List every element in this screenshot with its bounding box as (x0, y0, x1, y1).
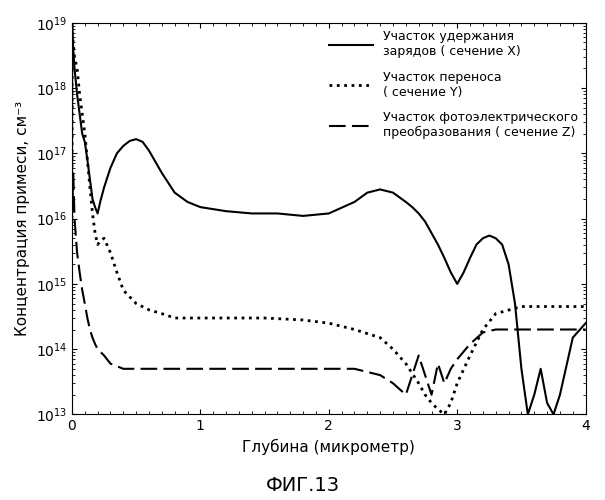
X-axis label: Глубина (микрометр): Глубина (микрометр) (243, 439, 415, 455)
Y-axis label: Концентрация примеси, см⁻³: Концентрация примеси, см⁻³ (15, 101, 30, 336)
Text: ФИГ.13: ФИГ.13 (266, 476, 339, 495)
Legend: Участок удержания
зарядов ( сечение X), Участок переноса
( сечение Y), Участок ф: Участок удержания зарядов ( сечение X), … (324, 26, 583, 144)
